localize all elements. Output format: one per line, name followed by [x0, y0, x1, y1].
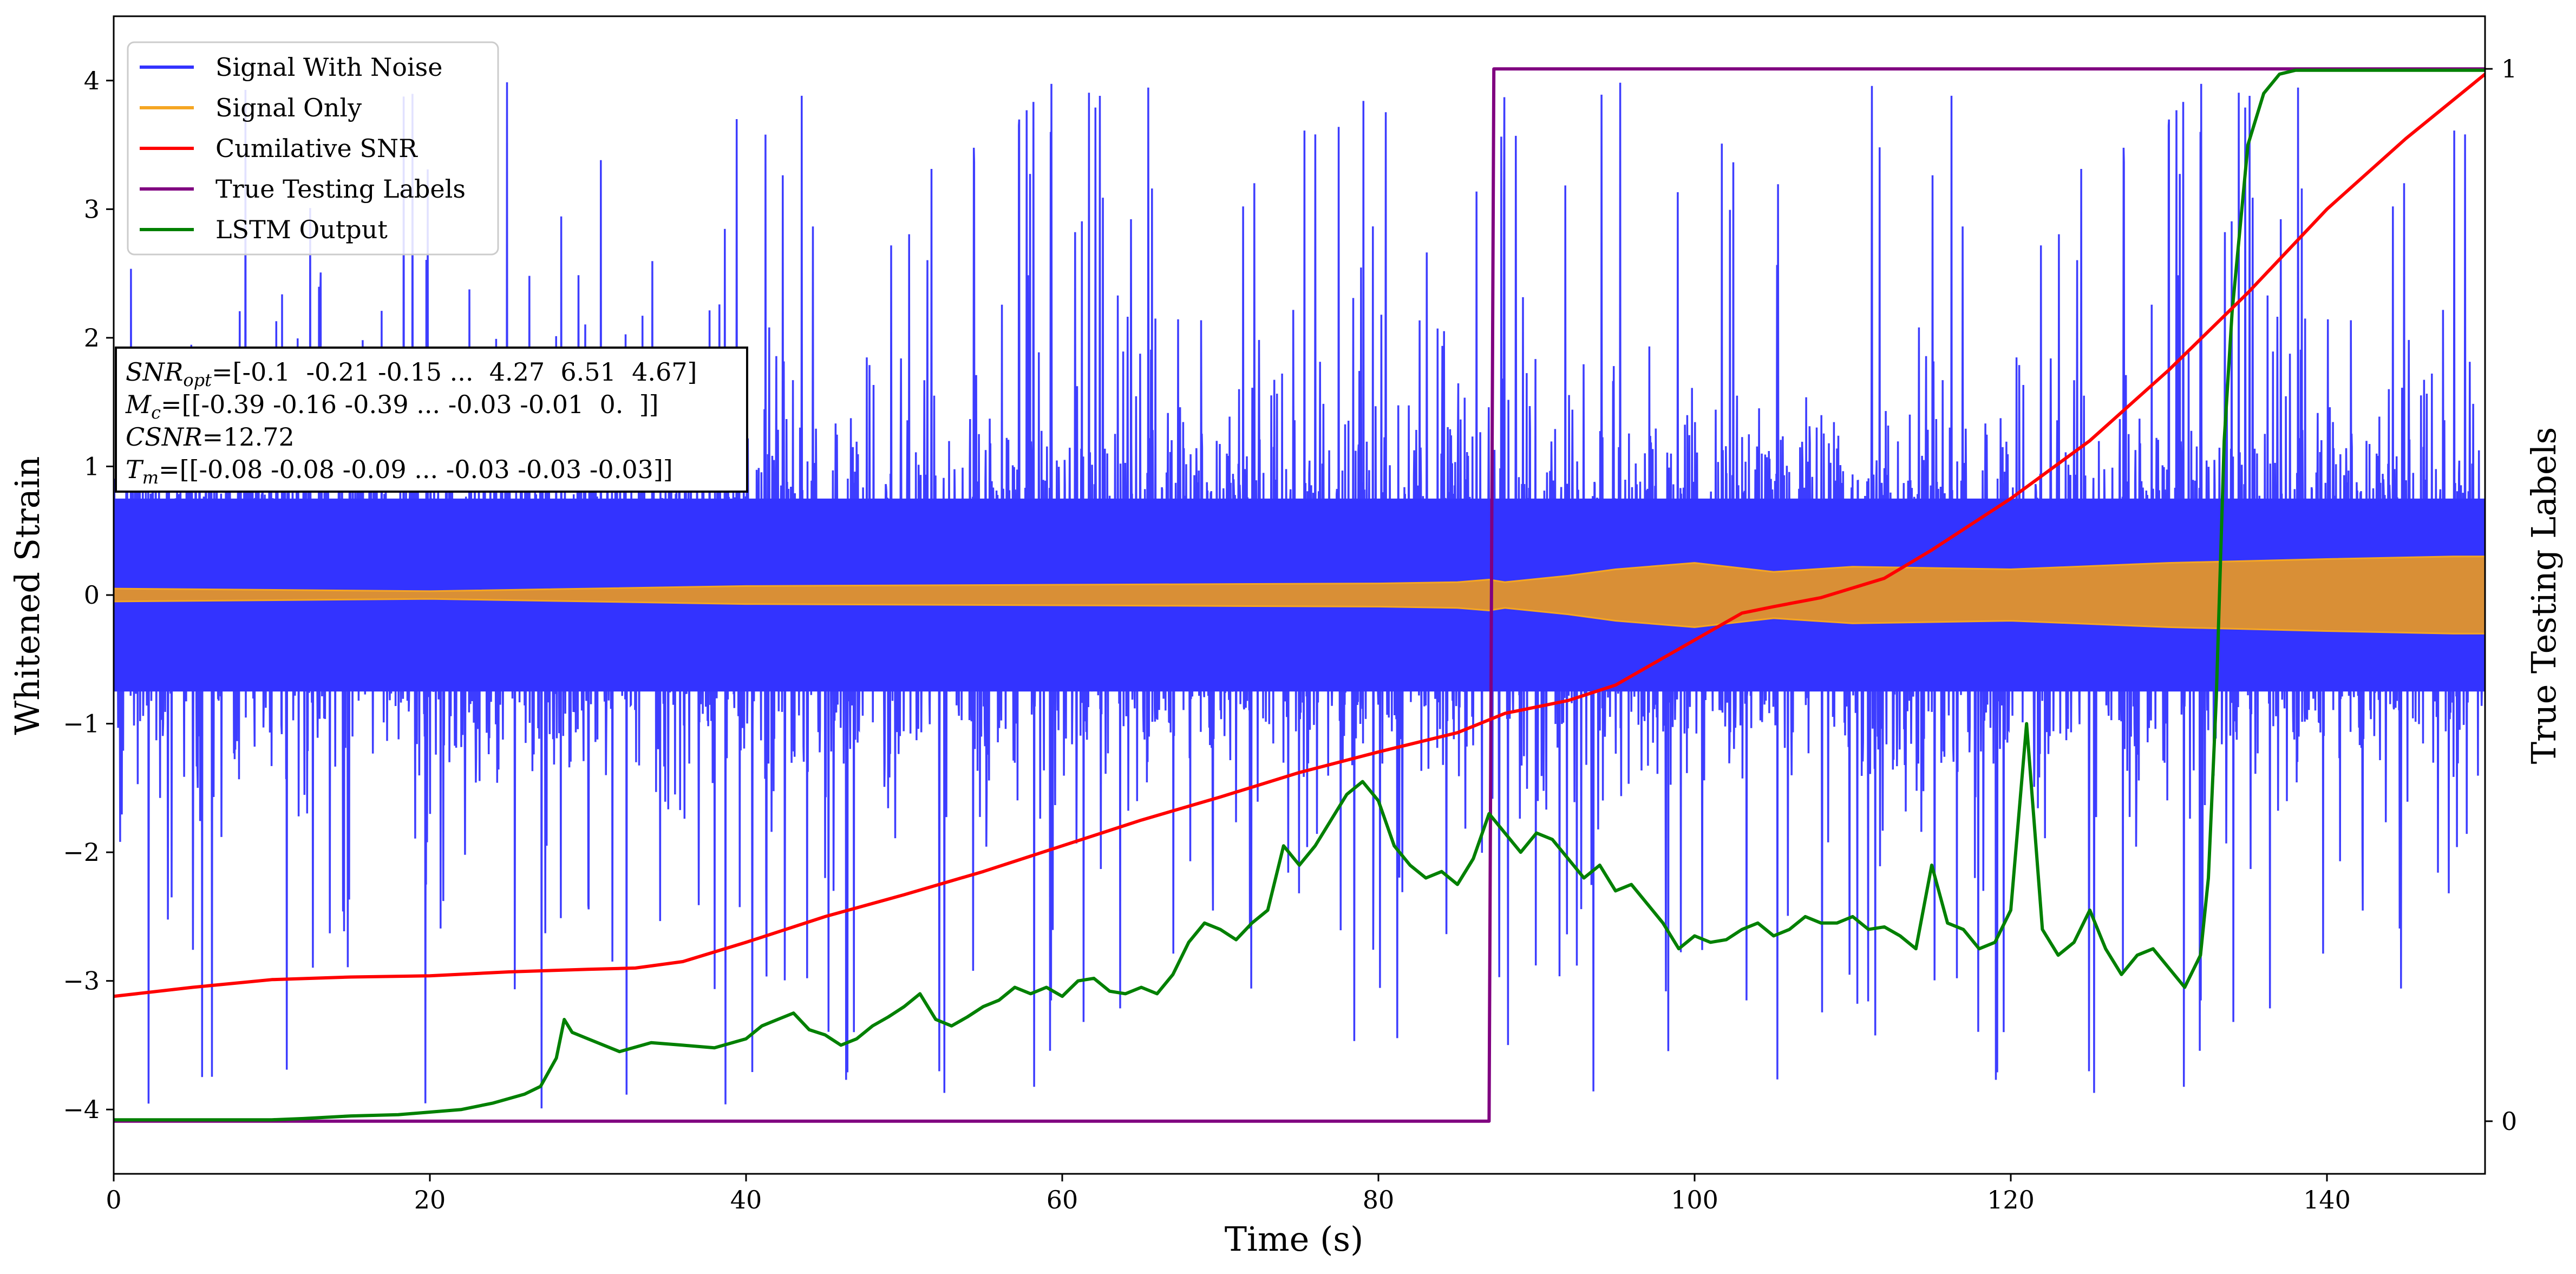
y-tick-label: 4 — [84, 66, 100, 95]
annotation-snr-values: =[-0.1 -0.21 -0.15 ... 4.27 6.51 4.67] — [212, 357, 697, 387]
x-tick-label: 40 — [730, 1185, 762, 1214]
x-tick-label: 140 — [2303, 1185, 2351, 1214]
y-tick-label: 0 — [84, 580, 100, 610]
x-tick-label: 20 — [414, 1185, 446, 1214]
y2-tick-label: 1 — [2501, 54, 2517, 83]
y-tick-label: 1 — [84, 452, 100, 481]
annotation-mc-values: =[[-0.39 -0.16 -0.39 ... -0.03 -0.01 0. … — [161, 390, 659, 419]
annotation-mc-symbol: M — [125, 390, 152, 419]
y-tick-label: −4 — [63, 1095, 100, 1124]
annotation-csnr-line: CSNR=12.72 — [126, 422, 295, 452]
y-tick-label: 3 — [84, 194, 100, 224]
legend-label: Signal With Noise — [215, 53, 442, 82]
legend-box — [127, 41, 499, 256]
legend: Signal With Noise Signal Only Cumilative S… — [127, 41, 499, 256]
annotation-mc-line: Mc=[[-0.39 -0.16 -0.39 ... -0.03 -0.01 0… — [125, 390, 659, 423]
annotation-csnr-value: =12.72 — [202, 422, 295, 452]
legend-label: LSTM Output — [215, 215, 388, 244]
y-tick-label: −1 — [63, 709, 100, 739]
y-tick-label: 2 — [84, 323, 100, 352]
y-tick-label: −2 — [63, 838, 100, 867]
series-signal-only — [114, 556, 2485, 635]
annotation-mc-subscript: c — [151, 402, 161, 423]
x-tick-label: 100 — [1671, 1185, 1718, 1214]
x-tick-label: 120 — [1987, 1185, 2035, 1214]
annotation-tm-subscript: m — [142, 467, 159, 488]
legend-label: True Testing Labels — [215, 174, 466, 204]
x-axis-label: Time (s) — [1225, 1219, 1364, 1259]
legend-label: Cumilative SNR — [215, 134, 418, 163]
annotation-snr-subscript: opt — [183, 370, 212, 390]
x-tick-label: 80 — [1363, 1185, 1395, 1214]
y2-axis-label: True Testing Labels — [2524, 427, 2564, 765]
x-tick-label: 0 — [106, 1185, 121, 1214]
annotation-tm-line: Tm=[[-0.08 -0.08 -0.09 ... -0.03 -0.03 -… — [126, 455, 673, 488]
annotation-csnr-symbol: CSNR — [126, 422, 202, 452]
legend-entries: Signal With Noise Signal Only Cumilative S… — [140, 53, 466, 244]
series-lstm-output — [114, 68, 2485, 1122]
x-tick-label: 60 — [1047, 1185, 1078, 1214]
series-cumilative-snr — [114, 73, 2485, 998]
annotation-tm-symbol: T — [126, 455, 144, 484]
y-axis-label: Whitened Strain — [8, 456, 47, 735]
y2-tick-label: 0 — [2501, 1107, 2517, 1136]
annotation-frame — [115, 347, 748, 493]
annotation-box: SNRopt=[-0.1 -0.21 -0.15 ... 4.27 6.51 4… — [115, 347, 748, 493]
y-tick-label: −3 — [63, 966, 100, 996]
annotation-snr-line: SNRopt=[-0.1 -0.21 -0.15 ... 4.27 6.51 4… — [126, 357, 697, 390]
annotation-tm-values: =[[-0.08 -0.08 -0.09 ... -0.03 -0.03 -0.… — [159, 455, 673, 484]
series-true-testing-labels — [114, 67, 2485, 1123]
series-layer — [114, 67, 2485, 1123]
annotation-snr-symbol: SNR — [126, 357, 183, 387]
legend-label: Signal Only — [215, 93, 362, 122]
